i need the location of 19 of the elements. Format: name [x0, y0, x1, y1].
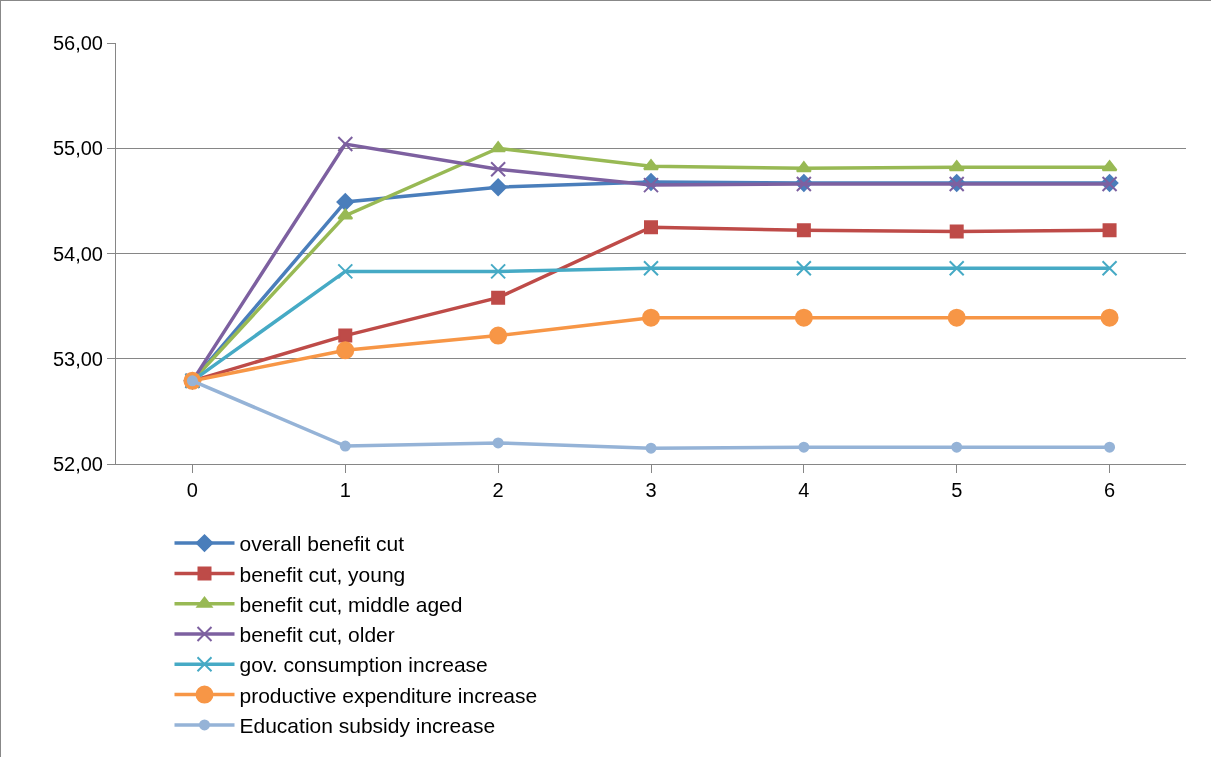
y-tick-label: 53,00 — [52, 347, 103, 370]
y-tick-label: 55,00 — [52, 137, 103, 160]
y-tick-label: 54,00 — [52, 242, 103, 265]
legend-label: overall benefit cut — [239, 532, 405, 556]
legend-label: gov. consumption increase — [239, 653, 488, 677]
legend-label: Education subsidy increase — [239, 714, 496, 738]
y-tick-label: 52,00 — [52, 453, 103, 475]
legend-label: benefit cut, middle aged — [239, 592, 463, 616]
x-tick-label: 4 — [798, 479, 810, 501]
x-tick-label: 6 — [1104, 479, 1116, 501]
legend-label: benefit cut, older — [239, 623, 395, 647]
x-tick-label: 0 — [186, 479, 198, 501]
x-tick-label: 3 — [645, 479, 657, 501]
y-tick-label: 56,00 — [52, 32, 103, 54]
legend-label: benefit cut, young — [239, 562, 406, 586]
x-tick-label: 2 — [492, 479, 504, 501]
legend-label: productive expenditure increase — [239, 683, 538, 707]
x-tick-label: 5 — [951, 479, 963, 501]
x-tick-label: 1 — [339, 479, 351, 501]
